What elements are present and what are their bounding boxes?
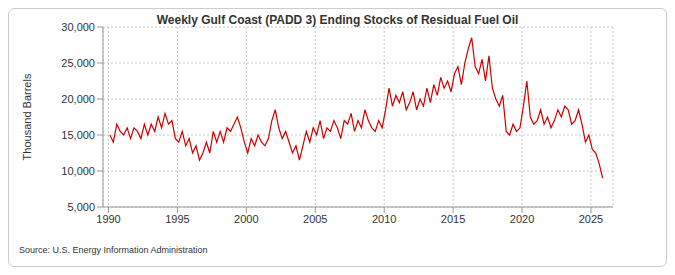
html-text:Source: U.S. Energy Informatio: Source: U.S. Energy Information Administ… <box>19 245 208 255</box>
svg-text:2005: 2005 <box>303 213 327 225</box>
svg-text:25,000: 25,000 <box>61 57 95 69</box>
svg-text:30,000: 30,000 <box>61 21 95 33</box>
html-text:Weekly Gulf Coast (PADD 3) End: Weekly Gulf Coast (PADD 3) Ending Stocks… <box>156 13 519 27</box>
svg-text:15,000: 15,000 <box>61 129 95 141</box>
svg-text:2025: 2025 <box>579 213 603 225</box>
svg-text:1995: 1995 <box>165 213 189 225</box>
svg-text:1990: 1990 <box>96 213 120 225</box>
svg-text:5,000: 5,000 <box>67 201 95 213</box>
svg-text:2015: 2015 <box>441 213 465 225</box>
svg-text:10,000: 10,000 <box>61 165 95 177</box>
svg-text:Thousand Barrels: Thousand Barrels <box>21 73 33 160</box>
svg-text:2010: 2010 <box>372 213 396 225</box>
svg-text:2020: 2020 <box>510 213 534 225</box>
svg-text:20,000: 20,000 <box>61 93 95 105</box>
svg-text:2000: 2000 <box>234 213 258 225</box>
